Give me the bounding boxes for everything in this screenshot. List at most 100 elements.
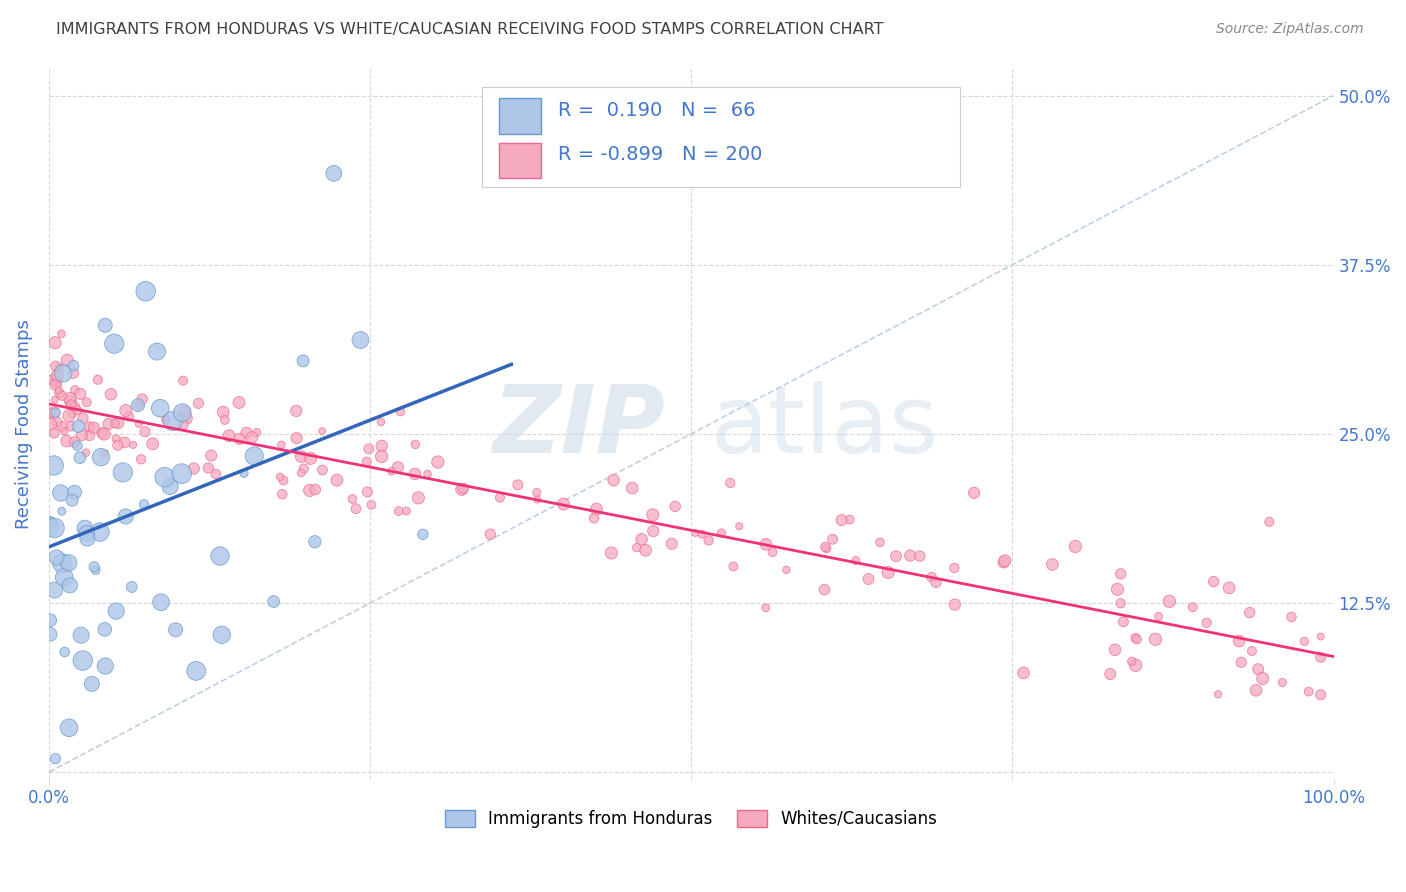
Point [1239,606,1261,620]
Point [845,553,868,567]
Point [111,466,134,480]
Point [208,549,231,563]
Point [46,368,69,383]
Point [641,508,664,522]
Point [53,645,76,659]
Point [1121,654,1143,668]
Point [72,411,94,425]
Point [921,570,943,584]
Point [311,424,333,438]
Point [371,439,394,453]
Point [243,449,266,463]
Point [59,578,82,592]
Point [59,394,82,409]
Point [553,497,575,511]
Point [815,541,838,556]
Point [45,415,67,429]
Point [299,451,322,466]
Point [387,460,409,475]
Point [1104,642,1126,657]
Point [48,383,70,397]
Point [228,395,250,409]
Point [634,543,657,558]
Point [214,413,236,427]
Point [73,521,96,535]
Point [869,535,891,549]
Point [170,467,193,481]
Point [451,482,474,496]
Point [1181,600,1204,615]
Point [426,455,449,469]
Point [48,386,70,401]
Point [884,549,907,564]
Point [114,403,136,417]
Point [621,481,644,495]
Point [1244,683,1267,698]
Point [69,450,91,465]
Point [1099,667,1122,681]
Point [39,417,62,432]
Point [877,566,900,580]
Point [270,438,292,452]
Point [39,519,62,533]
Point [121,580,143,594]
Point [723,559,745,574]
Point [172,417,194,432]
Point [39,516,62,530]
Text: IMMIGRANTS FROM HONDURAS VS WHITE/CAUCASIAN RECEIVING FOOD STAMPS CORRELATION CH: IMMIGRANTS FROM HONDURAS VS WHITE/CAUCAS… [56,22,884,37]
Point [90,450,112,465]
Point [187,396,209,410]
Point [172,374,194,388]
Point [186,664,208,678]
Point [58,409,80,423]
Point [269,470,291,484]
Point [1294,634,1316,648]
Point [602,473,624,487]
Point [831,513,853,527]
Point [416,467,439,481]
Point [44,426,66,441]
Point [176,411,198,425]
Point [44,405,66,419]
Point [395,504,418,518]
Point [53,570,76,584]
Point [263,594,285,608]
Point [389,404,412,418]
Point [67,419,90,434]
Point [370,450,392,464]
Point [683,525,706,540]
Point [44,582,66,597]
Text: R = -0.899   N = 200: R = -0.899 N = 200 [558,145,762,164]
Point [1125,658,1147,673]
Point [1227,634,1250,648]
Point [718,475,741,490]
Point [1147,609,1170,624]
Point [1202,574,1225,589]
Point [70,628,93,642]
Point [172,406,194,420]
Point [360,498,382,512]
Point [285,431,308,445]
Point [1195,615,1218,630]
Point [326,473,349,487]
Point [205,467,228,482]
Point [311,463,333,477]
Point [70,428,93,442]
Point [51,556,73,570]
Point [1258,515,1281,529]
Point [87,373,110,387]
Point [1309,650,1331,665]
Point [104,417,127,431]
Point [404,467,426,481]
Point [44,392,66,407]
Point [813,582,835,597]
Point [51,389,73,403]
Point [304,483,326,497]
Point [48,361,70,376]
Point [755,537,778,551]
Point [271,487,294,501]
Point [60,407,83,421]
Point [60,398,83,412]
Point [159,479,181,493]
Point [105,604,128,618]
